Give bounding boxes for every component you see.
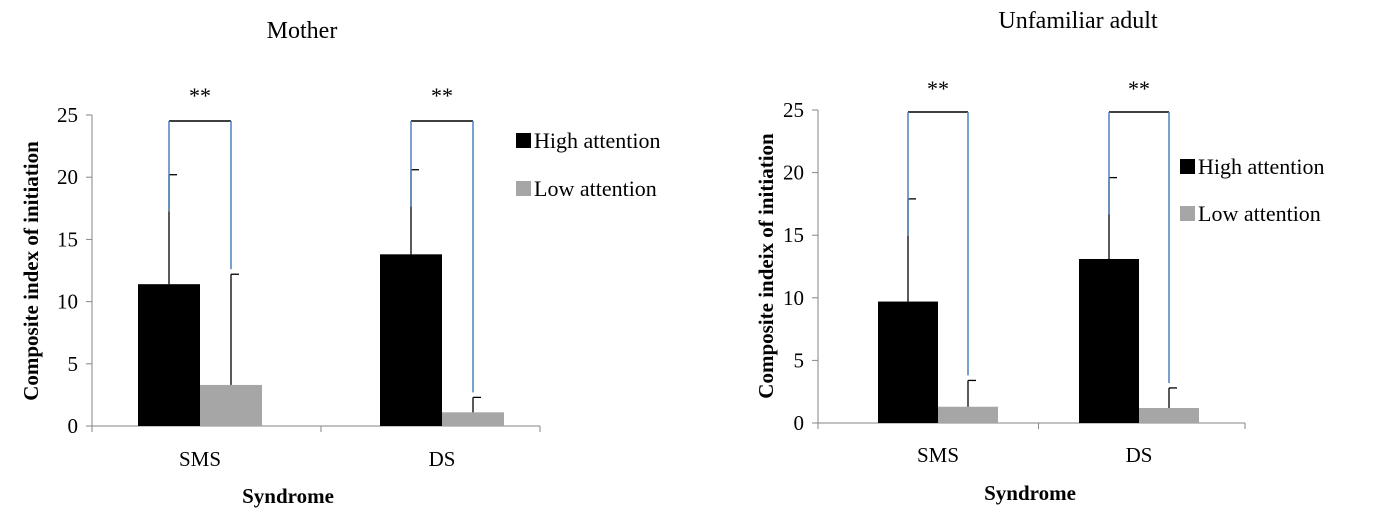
bar [200, 384, 262, 426]
y-tick-label: 20 [57, 165, 78, 189]
plot-area: 0 5 10 15 20 25 SMS DS ** ** [783, 76, 1246, 467]
x-axis-title: Syndrome [242, 484, 334, 508]
x-tick-label: DS [429, 447, 456, 471]
y-tick-label: 10 [57, 290, 78, 314]
significance-label: ** [927, 76, 949, 101]
bar [138, 284, 200, 426]
legend: High attention Low attention [1180, 154, 1324, 226]
bar [380, 254, 442, 426]
significance-label: ** [189, 83, 211, 108]
y-axis-title: Composite index of initiation [19, 141, 43, 401]
y-tick-label: 5 [794, 348, 805, 372]
significance-label: ** [431, 83, 453, 108]
y-tick-label: 10 [783, 286, 804, 310]
chart-title: Unfamiliar adult [998, 8, 1158, 34]
bar [442, 412, 504, 426]
legend-swatch-low-attention [1180, 206, 1195, 221]
y-tick-label: 5 [68, 352, 79, 376]
y-axis-title: Composite indeix of initiation [754, 133, 778, 399]
bar [1139, 407, 1199, 423]
x-tick-label: DS [1126, 443, 1153, 467]
x-tick-label: SMS [917, 443, 959, 467]
y-tick-label: 25 [783, 98, 804, 122]
legend-label-low-attention: Low attention [534, 176, 657, 201]
y-tick-label: 0 [794, 411, 805, 435]
bar [938, 406, 998, 423]
legend-swatch-high-attention [516, 133, 531, 148]
significance-label: ** [1128, 76, 1150, 101]
legend-swatch-low-attention [516, 181, 531, 196]
y-tick-label: 15 [783, 223, 804, 247]
chart-title: Mother [267, 18, 338, 44]
plot-area: 0 5 10 15 20 25 SMS DS ** ** [57, 83, 541, 471]
legend-swatch-high-attention [1180, 159, 1195, 174]
legend-label-high-attention: High attention [534, 128, 660, 153]
y-tick-label: 15 [57, 227, 78, 251]
legend-label-high-attention: High attention [1198, 154, 1324, 179]
chart-unfamiliar-adult: Unfamiliar adult Composite indeix of ini… [754, 8, 1324, 505]
legend: High attention Low attention [516, 128, 660, 201]
bar [878, 301, 938, 423]
y-tick-label: 20 [783, 161, 804, 185]
y-tick-label: 0 [68, 414, 79, 438]
x-axis-title: Syndrome [984, 481, 1076, 505]
x-tick-label: SMS [179, 447, 221, 471]
legend-label-low-attention: Low attention [1198, 201, 1321, 226]
y-tick-label: 25 [57, 103, 78, 127]
chart-mother: Mother Composite index of initiation Syn… [19, 18, 660, 508]
bar [1079, 258, 1139, 423]
